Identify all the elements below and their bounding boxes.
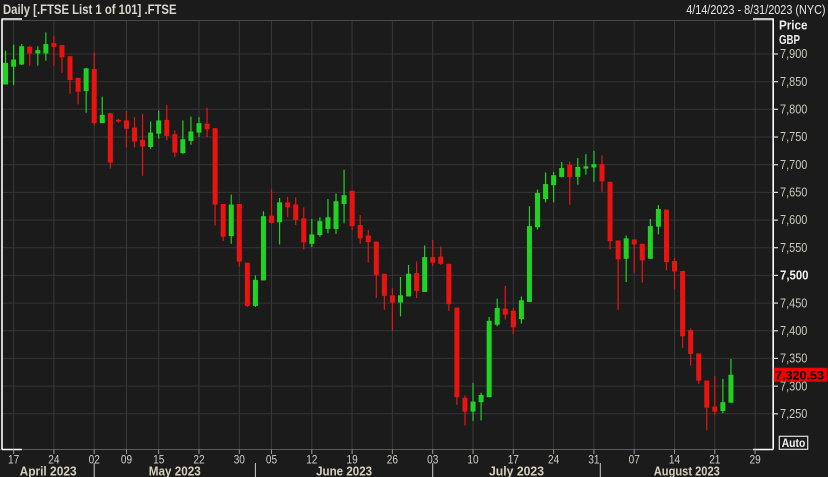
svg-text:7,850: 7,850 (780, 75, 807, 89)
svg-text:7,800: 7,800 (780, 103, 807, 117)
svg-text:24: 24 (548, 453, 559, 467)
svg-text:15: 15 (153, 453, 164, 467)
svg-text:7,300: 7,300 (780, 379, 807, 393)
svg-text:03: 03 (427, 453, 438, 467)
svg-text:05: 05 (266, 453, 277, 467)
svg-text:May 2023: May 2023 (149, 465, 201, 477)
svg-text:17: 17 (8, 453, 19, 467)
svg-text:31: 31 (588, 453, 599, 467)
svg-text:Auto: Auto (782, 436, 806, 450)
svg-text:21: 21 (709, 453, 720, 467)
svg-text:17: 17 (508, 453, 519, 467)
svg-text:30: 30 (234, 453, 245, 467)
svg-text:7,750: 7,750 (780, 130, 807, 144)
svg-text:09: 09 (121, 453, 132, 467)
svg-text:7,350: 7,350 (780, 352, 807, 366)
svg-text:April 2023: April 2023 (20, 465, 77, 477)
svg-text:14: 14 (669, 453, 680, 467)
svg-text:August 2023: August 2023 (654, 465, 720, 477)
svg-text:26: 26 (387, 453, 398, 467)
svg-text:7,500: 7,500 (780, 269, 809, 283)
svg-text:Price: Price (779, 19, 808, 33)
svg-text:June 2023: June 2023 (316, 465, 372, 477)
svg-text:19: 19 (347, 453, 358, 467)
svg-text:02: 02 (89, 453, 100, 467)
svg-text:7,700: 7,700 (780, 158, 807, 172)
svg-text:07: 07 (629, 453, 640, 467)
svg-text:7,900: 7,900 (780, 47, 807, 61)
svg-text:7,250: 7,250 (780, 407, 807, 421)
svg-text:24: 24 (48, 453, 59, 467)
svg-text:7,600: 7,600 (780, 213, 807, 227)
svg-text:10: 10 (467, 453, 478, 467)
svg-text:7,400: 7,400 (780, 324, 807, 338)
svg-text:July 2023: July 2023 (489, 465, 544, 477)
svg-text:7,450: 7,450 (780, 296, 807, 310)
svg-text:GBP: GBP (779, 33, 800, 47)
svg-text:7,550: 7,550 (780, 241, 807, 255)
svg-text:7,320.53: 7,320.53 (775, 368, 824, 382)
svg-text:7,650: 7,650 (780, 186, 807, 200)
svg-text:29: 29 (750, 453, 761, 467)
svg-text:22: 22 (193, 453, 204, 467)
svg-text:12: 12 (306, 453, 317, 467)
